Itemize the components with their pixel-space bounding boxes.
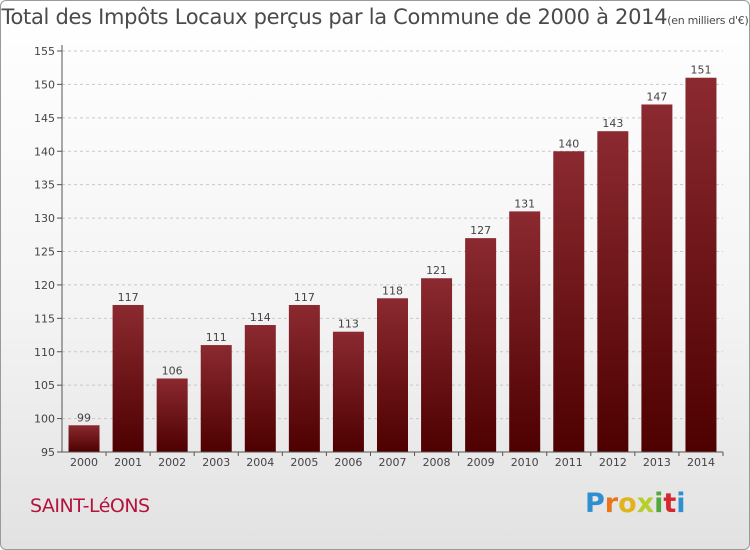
brand-letter: t <box>663 488 677 519</box>
x-tick-label-2012: 2012 <box>599 456 627 469</box>
x-tick-label-2000: 2000 <box>70 456 98 469</box>
x-tick-label-2007: 2007 <box>379 456 407 469</box>
value-label-2008: 121 <box>426 264 447 277</box>
bar-2006 <box>332 331 364 452</box>
y-tick-label: 145 <box>34 112 55 125</box>
value-label-2005: 117 <box>294 291 315 304</box>
brand-letter: x <box>636 488 655 519</box>
x-tick-label-2010: 2010 <box>511 456 539 469</box>
value-label-2000: 99 <box>77 411 91 424</box>
bar-2011 <box>553 151 585 452</box>
bar-2012 <box>597 131 629 452</box>
axes: 95 100 105 110 115 120 125 130 135 140 145 150 155 20… <box>34 45 724 469</box>
y-tick-label: 100 <box>34 413 55 426</box>
y-tick-label: 140 <box>34 145 55 158</box>
bar-2004 <box>244 325 276 452</box>
value-label-2006: 113 <box>338 318 359 331</box>
x-tick-label-2002: 2002 <box>158 456 186 469</box>
y-tick-label: 130 <box>34 212 55 225</box>
y-tick-label: 115 <box>34 312 55 325</box>
value-label-2007: 118 <box>382 284 403 297</box>
x-tick-label-2006: 2006 <box>334 456 362 469</box>
x-tick-label-2013: 2013 <box>643 456 671 469</box>
x-tick-label-2005: 2005 <box>290 456 318 469</box>
bar-2000 <box>68 425 100 452</box>
bar-2007 <box>377 298 408 452</box>
y-tick-label: 95 <box>41 446 55 459</box>
bar-2002 <box>156 378 188 452</box>
bars: 99 117 106 111 114 117 113 118 121 127 131 140 143 14… <box>68 64 717 452</box>
value-label-2013: 147 <box>646 90 667 103</box>
chart-title: Total des Impôts Locaux perçus par la Co… <box>1 5 749 29</box>
brand-letter: r <box>604 488 619 519</box>
bar-2005 <box>288 304 320 452</box>
value-label-2002: 106 <box>162 364 183 377</box>
y-tick-label: 125 <box>34 246 55 259</box>
brand-letter: P <box>585 488 605 519</box>
y-tick-label: 120 <box>34 279 55 292</box>
value-label-2004: 114 <box>250 311 271 324</box>
value-label-2010: 131 <box>514 197 535 210</box>
bar-2008 <box>421 278 453 452</box>
y-tick-label: 105 <box>34 379 55 392</box>
chart-unit: (en milliers d'€) <box>667 14 749 27</box>
y-tick-label: 150 <box>34 78 55 91</box>
commune-name: SAINT-LéONS <box>30 495 150 517</box>
bar-2014 <box>685 77 717 452</box>
x-tick-label-2004: 2004 <box>246 456 274 469</box>
value-label-2014: 151 <box>690 64 711 77</box>
chart-title-text: Total des Impôts Locaux perçus par la Co… <box>1 5 668 29</box>
x-tick-label-2001: 2001 <box>114 456 142 469</box>
bar-2010 <box>509 211 541 452</box>
brand-letter: i <box>654 488 664 519</box>
proxiti-logo[interactable]: Proxiti <box>585 488 686 519</box>
y-tick-label: 110 <box>34 346 55 359</box>
value-label-2012: 143 <box>602 117 623 130</box>
value-label-2001: 117 <box>118 291 139 304</box>
y-tick-label: 155 <box>34 45 55 58</box>
brand-letter: o <box>618 488 637 519</box>
value-label-2011: 140 <box>558 137 579 150</box>
x-tick-label-2011: 2011 <box>555 456 583 469</box>
value-label-2003: 111 <box>206 331 227 344</box>
x-tick-label-2008: 2008 <box>423 456 451 469</box>
x-tick-label-2014: 2014 <box>687 456 715 469</box>
x-tick-label-2009: 2009 <box>467 456 495 469</box>
value-label-2009: 127 <box>470 224 491 237</box>
bar-2009 <box>465 238 497 452</box>
y-tick-label: 135 <box>34 179 55 192</box>
bar-2013 <box>641 104 673 452</box>
brand-letter: i <box>676 488 686 519</box>
bar-2003 <box>200 345 232 452</box>
x-tick-label-2003: 2003 <box>202 456 230 469</box>
bar-2001 <box>112 304 144 452</box>
